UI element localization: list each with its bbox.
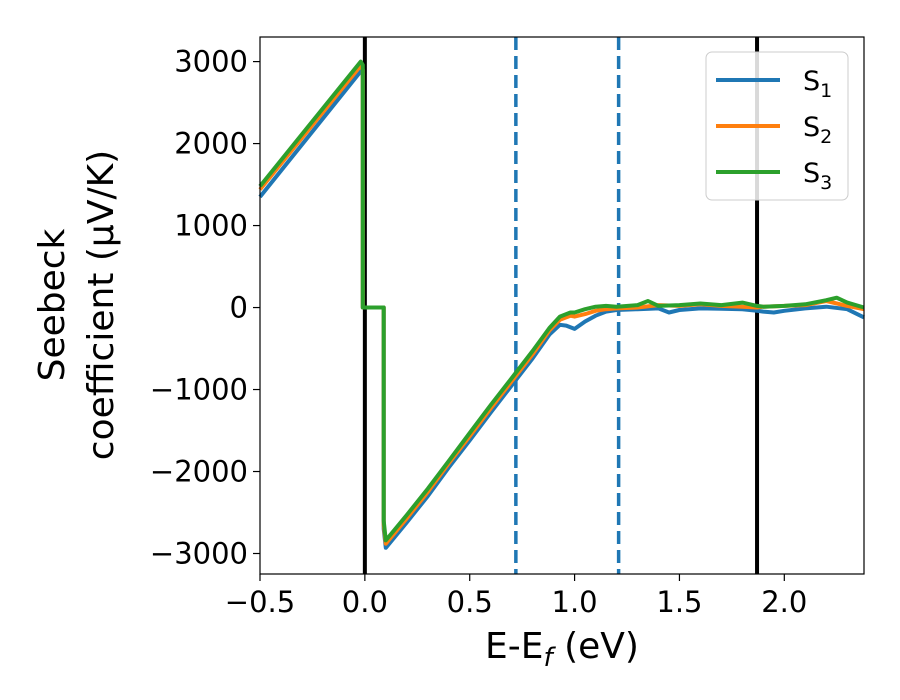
y-tick-label: 1000 (174, 209, 248, 243)
plot-frame (259, 36, 865, 575)
legend: S1 S2 S3 (705, 51, 849, 201)
x-axis-label: E-Ef (eV) (485, 626, 639, 673)
legend-label-1: S1 (803, 66, 832, 102)
y-tick-label: 2000 (174, 127, 248, 161)
y-tick-label: 3000 (174, 45, 248, 79)
series-lines (258, 59, 865, 550)
series-line-3 (258, 59, 865, 543)
y-axis-label-line1: Seebeck (32, 228, 73, 381)
y-axis-label-line2: coefficient (μV/K) (81, 150, 122, 460)
legend-label-3: S3 (803, 158, 832, 194)
x-tick-label: 1.5 (656, 585, 702, 619)
series-line-1 (258, 69, 865, 550)
x-tick-label: 2.0 (761, 585, 807, 619)
y-tick-label: −1000 (150, 373, 248, 407)
x-tick-label: 0.0 (342, 585, 388, 619)
x-tick-label: 1.0 (552, 585, 598, 619)
x-axis-ticks: −0.5 0.0 0.5 1.0 1.5 2.0 (225, 574, 807, 619)
y-axis-ticks: −3000 −2000 −1000 0 1000 2000 3000 (150, 45, 260, 571)
x-tick-label: −0.5 (225, 585, 295, 619)
legend-label-2: S2 (803, 112, 832, 148)
y-tick-label: −2000 (150, 455, 248, 489)
y-tick-label: 0 (230, 291, 248, 325)
x-tick-label: 0.5 (447, 585, 493, 619)
y-tick-label: −3000 (150, 537, 248, 571)
